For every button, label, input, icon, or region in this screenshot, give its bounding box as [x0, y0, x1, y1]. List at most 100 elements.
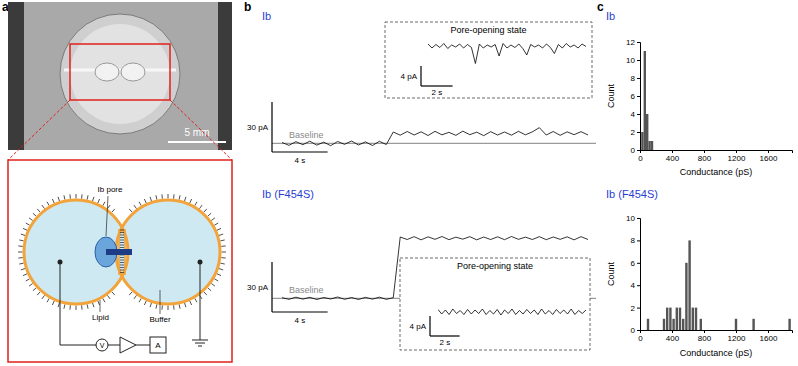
tick: 400 [666, 150, 680, 163]
tick-mark [637, 218, 640, 219]
lipid-tail [52, 199, 54, 203]
tick-label: 2 [631, 304, 636, 313]
photo-well-inner [70, 24, 170, 124]
bar [685, 263, 687, 330]
tick-mark [637, 132, 640, 133]
lipid-tail [214, 279, 218, 281]
lipid-tail [52, 301, 54, 305]
tick-label: 400 [666, 334, 680, 343]
lipid-tail [21, 269, 25, 270]
lipid-tail [220, 263, 224, 265]
tick: 6 [631, 92, 640, 101]
zoom-box [70, 44, 170, 100]
bar [648, 141, 650, 150]
lipid-tail [208, 213, 211, 216]
tick-label: 0 [638, 154, 643, 163]
lipid-tail [37, 209, 40, 212]
axis-line [637, 43, 641, 151]
plot-area [438, 309, 586, 315]
bar [682, 319, 684, 330]
bar [672, 319, 674, 330]
lipid-tail [204, 292, 207, 295]
lipid-tail [204, 209, 207, 212]
bar [695, 308, 697, 330]
lipid-tail [185, 303, 186, 307]
bilayer-tail [120, 260, 125, 261]
bilayer-tail [120, 230, 125, 231]
bar [646, 114, 648, 150]
bar [669, 308, 671, 330]
tick-label: 0 [631, 146, 636, 155]
amplifier [120, 337, 136, 353]
baseline-label: Baseline [289, 130, 324, 140]
tick: 0 [631, 146, 640, 155]
scale-bar-x [272, 151, 328, 152]
photo-droplet [95, 63, 119, 81]
lipid-tail [107, 295, 110, 299]
lipid-tail [18, 257, 22, 258]
tick-mark [637, 96, 640, 97]
tick-mark [637, 60, 640, 61]
tick-label: 0 [631, 326, 636, 335]
lipid-tail [112, 292, 115, 295]
axis-line [637, 219, 641, 331]
lipid-tail [134, 295, 137, 299]
bar [788, 319, 790, 330]
tick: 8 [631, 74, 640, 83]
pore-stem [106, 249, 132, 255]
lipid-tail [69, 194, 70, 198]
tick: 10 [626, 214, 640, 223]
inset: Pore-opening state4 pA2 s [385, 22, 592, 98]
tick-label: 800 [698, 334, 712, 343]
trace [282, 128, 588, 146]
y-axis-title: Count [606, 84, 616, 109]
lipid-label: Lipid [92, 313, 109, 322]
lipid-tail [168, 194, 169, 199]
scale-bar-x [430, 335, 460, 336]
scale-bar [168, 141, 226, 143]
bilayer-tail [120, 265, 125, 266]
chart-title: Ib (F454S) [606, 188, 658, 200]
tick-label: 6 [631, 259, 636, 268]
bilayer-tail [120, 242, 125, 243]
panel-label: c [597, 0, 604, 14]
tick-label: 800 [698, 154, 712, 163]
tick: 12 [626, 38, 640, 47]
lipid-tail [134, 205, 137, 209]
plot-area [647, 240, 791, 330]
pore-label: Ib pore [98, 185, 123, 194]
scale-bar-x [272, 311, 328, 312]
lipid-tail [150, 303, 151, 307]
lipid-tail [81, 305, 82, 309]
axis-line [641, 151, 793, 154]
bilayer-tail [120, 262, 125, 263]
lipid-tail [185, 197, 186, 201]
chart-title: Ib [606, 10, 615, 22]
lipid-tail [63, 304, 65, 308]
wire [136, 345, 150, 346]
trace [428, 44, 586, 64]
lipid-tail [37, 292, 40, 295]
scale-bar-y [429, 316, 430, 336]
bilayer-tail [120, 245, 125, 246]
photo-electrode [64, 69, 176, 72]
bar [647, 319, 649, 330]
scale-bar-y [271, 102, 272, 152]
lipid-tail [211, 218, 215, 221]
lipid-tail [26, 279, 30, 281]
tick-label: 12 [626, 38, 635, 47]
lipid-tail [208, 288, 211, 291]
lipid-tail [58, 303, 59, 307]
bilayer-tail [120, 232, 125, 233]
bar [679, 308, 681, 330]
y-axis-title: Count [606, 262, 616, 287]
tick-mark [637, 240, 640, 241]
wire [108, 345, 120, 346]
inset-box [400, 258, 590, 350]
inset-box [385, 22, 592, 98]
lipid-tail [221, 257, 225, 258]
tick-mark [672, 150, 673, 153]
bilayer-tail [120, 240, 125, 241]
lipid-tail [26, 223, 30, 225]
lipid-tail [139, 202, 141, 206]
